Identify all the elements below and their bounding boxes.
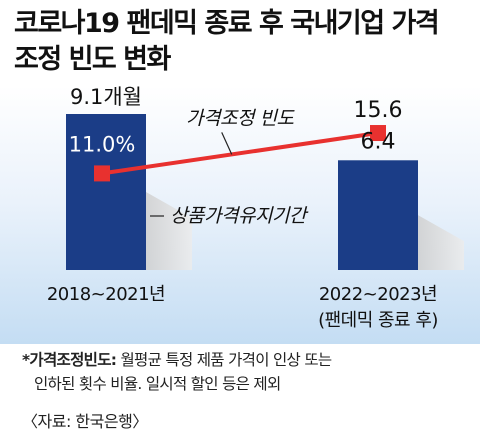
line-legend-label: 가격조정 빈도 xyxy=(186,107,295,129)
line-point-2 xyxy=(370,125,386,142)
chart-title-line-2: 조정 빈도 변화 xyxy=(14,44,171,75)
footnote-head: *가격조정빈도: xyxy=(22,351,117,369)
line-point-1 xyxy=(94,165,110,182)
bar-shadow-2 xyxy=(418,215,464,270)
line-series xyxy=(101,131,379,176)
category-sublabel-2: (팬데믹 종료 후) xyxy=(318,310,438,331)
line-value-label-2: 15.6 xyxy=(354,98,403,123)
bar-1 xyxy=(66,114,146,270)
bar-2 xyxy=(338,160,418,270)
line-value-label-1: 11.0% xyxy=(69,132,136,156)
footnote: *가격조정빈도: 월평균 특정 제품 가격이 인상 또는 인하된 횟수 비율. … xyxy=(22,348,332,396)
footnote-line-1: 월평균 특정 제품 가격이 인상 또는 xyxy=(116,351,332,369)
footnote-line-2: 인하된 횟수 비율. 일시적 할인 등은 제외 xyxy=(34,375,281,393)
line-legend-leader xyxy=(221,132,233,155)
bar-value-label-2: 6.4 xyxy=(361,129,396,154)
category-label-2: 2022~2023년 xyxy=(319,284,437,305)
bar-shadow-1 xyxy=(146,192,192,270)
chart-title-line-1: 코로나19 팬데믹 종료 후 국내기업 가격 xyxy=(14,8,440,39)
category-label-1: 2018~2021년 xyxy=(47,284,165,305)
bar-value-label-1: 9.1개월 xyxy=(70,85,142,109)
chart-title: 코로나19 팬데믹 종료 후 국내기업 가격 조정 빈도 변화 xyxy=(14,6,440,78)
source-note: 〈자료: 한국은행〉 xyxy=(22,412,148,431)
bar-legend-label: 상품가격유지기간 xyxy=(170,205,309,227)
